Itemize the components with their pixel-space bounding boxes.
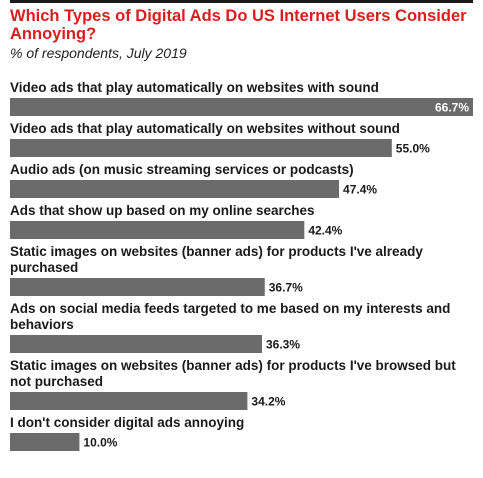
category-label: not purchased	[10, 374, 103, 389]
value-label: 36.3%	[266, 338, 300, 352]
top-rule	[10, 0, 473, 3]
value-label: 47.4%	[343, 183, 377, 197]
category-label: Ads on social media feeds targeted to me…	[10, 301, 450, 316]
bar	[10, 221, 305, 239]
category-label: purchased	[10, 260, 78, 275]
bar	[10, 98, 473, 116]
bar	[10, 139, 392, 157]
bar	[10, 392, 248, 410]
bar	[10, 433, 80, 451]
category-label: behaviors	[10, 317, 74, 332]
category-label: I don't consider digital ads annoying	[10, 415, 244, 430]
chart-title: Which Types of Digital Ads Do US Interne…	[10, 7, 467, 43]
category-label: Static images on websites (banner ads) f…	[10, 244, 423, 259]
category-label: Audio ads (on music streaming services o…	[10, 162, 354, 177]
value-label: 34.2%	[251, 395, 285, 409]
category-label: Ads that show up based on my online sear…	[10, 203, 315, 218]
value-label: 10.0%	[83, 436, 117, 450]
bar	[10, 278, 265, 296]
chart-subtitle: % of respondents, July 2019	[10, 45, 187, 61]
bar	[10, 335, 262, 353]
bar	[10, 180, 340, 198]
category-label: Static images on websites (banner ads) f…	[10, 358, 456, 373]
value-label: 66.7%	[435, 101, 469, 115]
category-label: Video ads that play automatically on web…	[10, 80, 379, 95]
category-label: Video ads that play automatically on web…	[10, 121, 400, 136]
value-label: 55.0%	[396, 142, 430, 156]
value-label: 36.7%	[269, 281, 303, 295]
value-label: 42.4%	[308, 224, 342, 238]
